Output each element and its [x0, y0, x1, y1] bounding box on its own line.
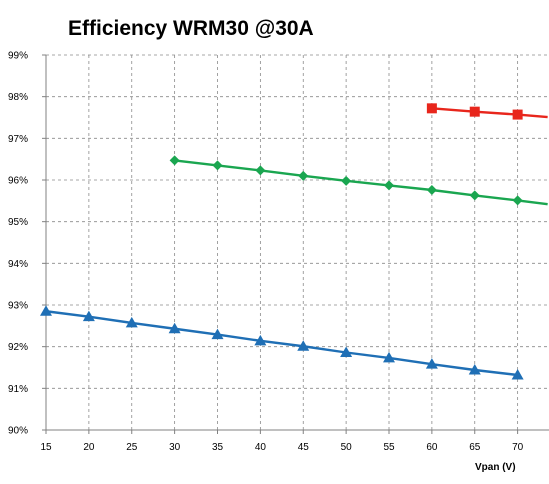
series-1	[40, 305, 524, 380]
x-tick-label: 30	[169, 442, 181, 453]
x-tick-label: 70	[512, 442, 524, 453]
triangle-marker	[511, 369, 524, 380]
x-tick-label: 20	[83, 442, 95, 453]
diamond-marker	[384, 180, 394, 191]
y-tick-label: 93%	[8, 301, 28, 312]
diamond-marker	[255, 165, 266, 176]
y-tick-label: 99%	[8, 51, 28, 62]
triangle-marker	[211, 328, 224, 340]
y-tick-label: 97%	[8, 134, 28, 145]
triangle-marker	[383, 351, 395, 363]
diamond-marker	[469, 190, 480, 201]
x-tick-label: 15	[40, 442, 52, 453]
diamond-marker	[298, 170, 309, 181]
triangle-marker	[297, 340, 310, 351]
x-tick-label: 60	[426, 442, 438, 453]
x-tick-label: 40	[255, 442, 267, 453]
triangle-marker	[254, 334, 267, 346]
y-tick-label: 95%	[8, 217, 28, 228]
triangle-marker	[82, 310, 95, 322]
x-tick-label: 55	[383, 442, 395, 453]
y-tick-label: 94%	[8, 259, 28, 270]
diamond-marker	[512, 195, 523, 206]
square-marker	[512, 109, 523, 120]
x-tick-label: 50	[341, 442, 353, 453]
y-tick-label: 90%	[8, 426, 28, 437]
x-axis-label: Vpan (V)	[475, 462, 516, 473]
y-tick-label: 96%	[8, 176, 28, 187]
diamond-marker	[212, 160, 223, 171]
series-3-line	[431, 107, 548, 119]
tick-labels: 90% 91% 92% 93% 94% 95% 96% 97% 98% 99% 15 20 25 30 35…	[8, 51, 524, 454]
triangle-marker	[40, 305, 52, 316]
y-tick-label: 98%	[8, 92, 28, 103]
triangle-marker	[340, 346, 353, 357]
diamond-marker	[341, 175, 352, 186]
series-1-line	[45, 310, 518, 377]
series-layer	[40, 103, 548, 380]
x-tick-label: 65	[469, 442, 481, 453]
axes	[42, 54, 549, 434]
y-tick-label: 91%	[8, 384, 28, 395]
diamond-marker	[426, 185, 437, 195]
series-3	[426, 103, 548, 120]
triangle-marker	[425, 358, 438, 369]
y-tick-label: 92%	[8, 342, 28, 353]
square-marker	[426, 103, 437, 114]
chart-title: Efficiency WRM30 @30A	[68, 17, 314, 40]
x-tick-label: 45	[298, 442, 310, 453]
diamond-marker	[169, 155, 180, 166]
triangle-marker	[125, 316, 138, 328]
x-tick-label: 35	[212, 442, 224, 453]
x-tick-label: 25	[126, 442, 138, 453]
series-2-line	[174, 159, 548, 206]
triangle-marker	[468, 364, 481, 375]
triangle-marker	[168, 322, 181, 334]
series-2	[169, 155, 548, 206]
square-marker	[469, 106, 480, 117]
